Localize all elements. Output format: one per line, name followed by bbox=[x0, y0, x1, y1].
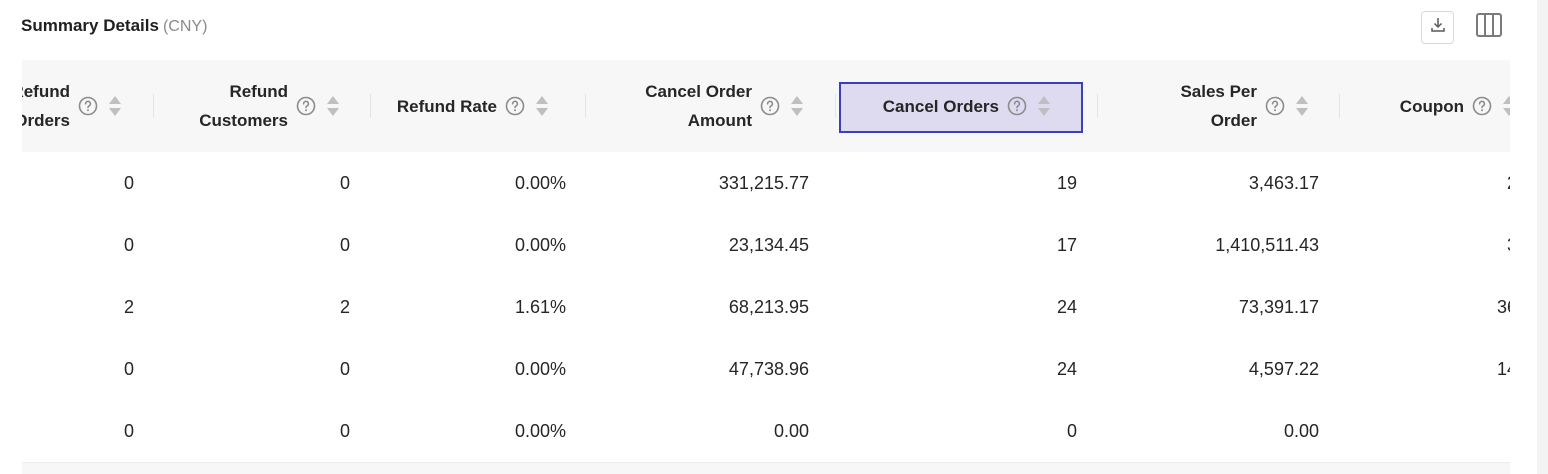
table-cell: 0.00% bbox=[514, 359, 566, 379]
table-cell: 0 bbox=[123, 173, 134, 193]
column-header-5[interactable]: Sales Per Order bbox=[1099, 60, 1341, 152]
column-header-label: Refund Customers bbox=[199, 82, 288, 130]
column-divider bbox=[1339, 94, 1340, 118]
column-divider bbox=[1097, 94, 1098, 118]
column-header-content: Cancel Order Amount bbox=[645, 60, 804, 152]
table-cell: 0.00% bbox=[514, 421, 566, 441]
summary-table: Refund Orders Refund Customers Refund Rate… bbox=[22, 60, 1510, 474]
sort-icon[interactable] bbox=[1295, 95, 1309, 117]
sort-icon[interactable] bbox=[108, 95, 122, 117]
table-cell: 14,041 bbox=[1496, 359, 1510, 379]
table-cell: 17 bbox=[1056, 235, 1077, 255]
table-cell: 0.00% bbox=[514, 235, 566, 255]
download-button[interactable] bbox=[1421, 11, 1454, 44]
table-cell: 2,004 bbox=[1341, 152, 1510, 214]
table-cell: 24 bbox=[1056, 297, 1077, 317]
table-cell: 4,597.22 bbox=[1248, 359, 1319, 379]
table-cell: 2 bbox=[123, 297, 134, 317]
column-header-label: Sales Per Order bbox=[1180, 82, 1257, 130]
table-cell: 0 bbox=[123, 235, 134, 255]
table-cell: 0.00 bbox=[773, 421, 809, 441]
page-title: Summary Details bbox=[21, 16, 159, 35]
download-icon bbox=[1429, 16, 1447, 39]
summary-title-group: Summary Details (CNY) bbox=[21, 16, 207, 40]
table-cell: 3,463.17 bbox=[1248, 173, 1319, 193]
table-cell: 23,134.45 bbox=[728, 235, 809, 255]
columns-setting-button[interactable] bbox=[1472, 11, 1505, 44]
column-divider bbox=[585, 94, 586, 118]
help-circle-icon[interactable] bbox=[78, 96, 98, 116]
table-cell: 0.00% bbox=[514, 173, 566, 193]
column-header-4[interactable]: Cancel Orders bbox=[837, 60, 1099, 152]
help-circle-icon[interactable] bbox=[760, 96, 780, 116]
page-scrollbar[interactable] bbox=[1537, 0, 1548, 474]
table-cell: 68,213.95 bbox=[728, 297, 809, 317]
sort-icon[interactable] bbox=[1502, 95, 1510, 117]
table-cell: 0 bbox=[339, 173, 350, 193]
column-divider bbox=[835, 94, 836, 118]
column-header-content: Sales Per Order bbox=[1180, 60, 1309, 152]
column-divider bbox=[153, 94, 154, 118]
table-cell: 47,738.96 bbox=[728, 359, 809, 379]
table-cell: 1.61% bbox=[514, 297, 566, 317]
column-header-content: Refund Orders bbox=[22, 60, 122, 152]
table-cell: 0 bbox=[123, 421, 134, 441]
column-header-content: Refund Customers bbox=[199, 60, 340, 152]
columns-icon bbox=[1475, 12, 1503, 43]
table-cell: 0 bbox=[123, 359, 134, 379]
column-header-1[interactable]: Refund Customers bbox=[155, 60, 372, 152]
table-row[interactable]: 0 0 0.00% 331,215.77 19 3,463.17 2,004 bbox=[22, 152, 1510, 215]
table-cell: 3,312 bbox=[1341, 214, 1510, 276]
help-circle-icon[interactable] bbox=[1007, 96, 1027, 116]
help-circle-icon[interactable] bbox=[505, 96, 525, 116]
column-header-label: Cancel Orders bbox=[882, 96, 999, 116]
sort-icon[interactable] bbox=[535, 95, 549, 117]
column-header-label: Cancel Order Amount bbox=[645, 82, 752, 130]
column-header-3[interactable]: Cancel Order Amount bbox=[587, 60, 837, 152]
table-cell: 73,391.17 bbox=[1238, 297, 1319, 317]
help-circle-icon[interactable] bbox=[296, 96, 316, 116]
table-row[interactable]: 2 2 1.61% 68,213.95 24 73,391.17 36,496 bbox=[22, 276, 1510, 339]
sort-icon[interactable] bbox=[1037, 95, 1051, 117]
sort-icon[interactable] bbox=[326, 95, 340, 117]
column-highlight-box bbox=[839, 82, 1083, 133]
table-cell: 0 bbox=[1066, 421, 1077, 441]
table-row[interactable]: 0 0 0.00% 0.00 0 0.00 0 bbox=[22, 400, 1510, 463]
table-cell: 36,496 bbox=[1496, 297, 1510, 317]
column-header-label: Refund Orders bbox=[22, 82, 70, 130]
table-cell: 0 bbox=[1341, 400, 1510, 462]
column-header-content: Cancel Orders bbox=[883, 60, 1051, 152]
help-circle-icon[interactable] bbox=[1472, 96, 1492, 116]
table-row[interactable]: 0 0 0.00% 23,134.45 17 1,410,511.43 3,312 bbox=[22, 214, 1510, 277]
help-circle-icon[interactable] bbox=[1265, 96, 1285, 116]
table-cell: 2 bbox=[339, 297, 350, 317]
table-cell: 0 bbox=[339, 421, 350, 441]
currency-label: (CNY) bbox=[162, 18, 208, 35]
column-header-0[interactable]: Refund Orders bbox=[22, 60, 155, 152]
column-header-content: Coupon bbox=[1400, 60, 1510, 152]
column-header-label: Coupon bbox=[1399, 96, 1464, 116]
table-cell: 0 bbox=[339, 359, 350, 379]
table-header-row: Refund Orders Refund Customers Refund Rate… bbox=[22, 60, 1510, 153]
column-header-6[interactable]: Coupon bbox=[1341, 60, 1510, 152]
column-header-label: Refund Rate bbox=[396, 96, 497, 116]
sort-icon[interactable] bbox=[790, 95, 804, 117]
column-header-content: Refund Rate bbox=[397, 60, 549, 152]
table-cell: 19 bbox=[1056, 173, 1077, 193]
column-header-2[interactable]: Refund Rate bbox=[372, 60, 587, 152]
column-divider bbox=[370, 94, 371, 118]
table-cell: 0 bbox=[339, 235, 350, 255]
table-cell: 24 bbox=[1056, 359, 1077, 379]
table-cell: 1,410,511.43 bbox=[1215, 235, 1319, 255]
table-cell: 331,215.77 bbox=[718, 173, 809, 193]
table-row[interactable]: 0 0 0.00% 47,738.96 24 4,597.22 14,041 bbox=[22, 338, 1510, 401]
table-cell: 0.00 bbox=[1283, 421, 1319, 441]
table-footer-strip bbox=[22, 463, 1510, 474]
